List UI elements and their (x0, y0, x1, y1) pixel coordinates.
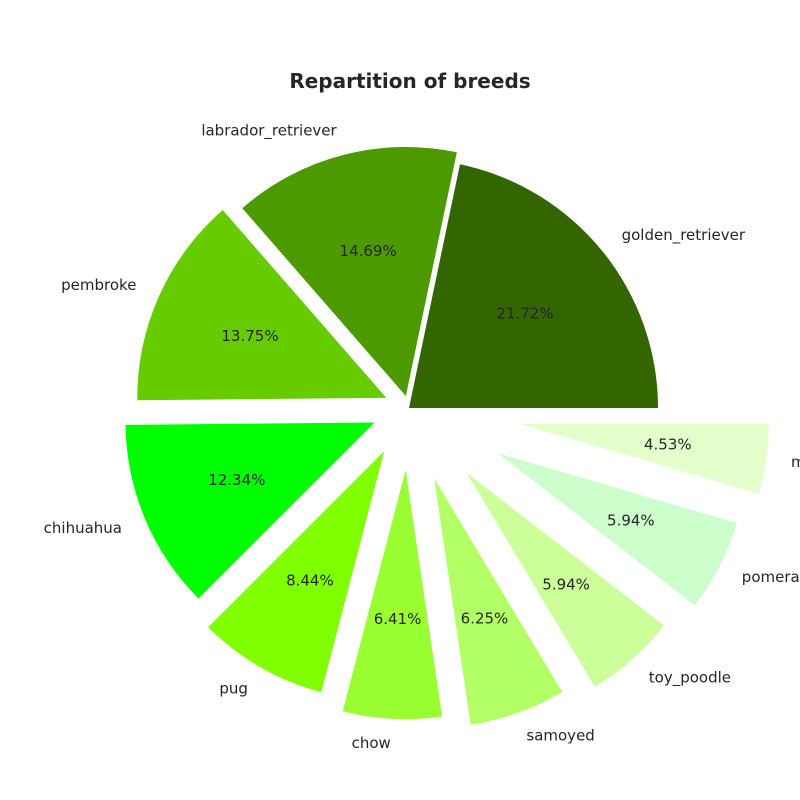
pie-slice-samoyed (434, 478, 563, 725)
slice-percent-pomeranian: 5.94% (607, 512, 655, 530)
pie-slice-toy-poodle (466, 473, 664, 687)
pie-slice-pug (208, 451, 385, 693)
slice-percent-chow: 6.41% (374, 610, 422, 628)
slice-label-pomeranian: pomeranian (742, 568, 800, 586)
slice-label-chow: chow (352, 734, 391, 752)
pie-slice-chihuahua (125, 422, 375, 599)
slice-label-pug: pug (219, 679, 248, 697)
pie-slice-chow (342, 470, 443, 720)
slice-percent-chihuahua: 12.34% (208, 471, 265, 489)
slices-layer (125, 146, 769, 725)
slice-percent-pembroke: 13.75% (221, 327, 278, 345)
slice-label-pembroke: pembroke (61, 276, 136, 294)
slice-percent-pug: 8.44% (286, 571, 334, 589)
slice-label-malamute: malamute (791, 453, 800, 471)
slice-percent-malamute: 4.53% (644, 436, 692, 454)
chart-title: Repartition of breeds (289, 69, 530, 93)
slice-percent-labrador-retriever: 14.69% (340, 242, 397, 260)
pie-slice-malamute (519, 423, 769, 494)
slice-label-chihuahua: chihuahua (44, 519, 122, 537)
pie-slice-pomeranian (497, 453, 737, 606)
pie-slice-labrador-retriever (242, 146, 457, 396)
pie-slice-pembroke (137, 210, 387, 401)
slice-percent-toy-poodle: 5.94% (542, 575, 590, 593)
slice-label-labrador-retriever: labrador_retriever (201, 121, 337, 140)
slice-label-golden-retriever: golden_retriever (622, 226, 746, 245)
slice-label-toy-poodle: toy_poodle (649, 668, 731, 687)
labels-layer: golden_retriever 21.72% labrador_retriever… (44, 121, 800, 752)
slice-percent-samoyed: 6.25% (461, 610, 509, 628)
pie-slice-golden-retriever (409, 164, 658, 408)
slice-label-samoyed: samoyed (526, 727, 594, 745)
slice-percent-golden-retriever: 21.72% (496, 304, 553, 322)
